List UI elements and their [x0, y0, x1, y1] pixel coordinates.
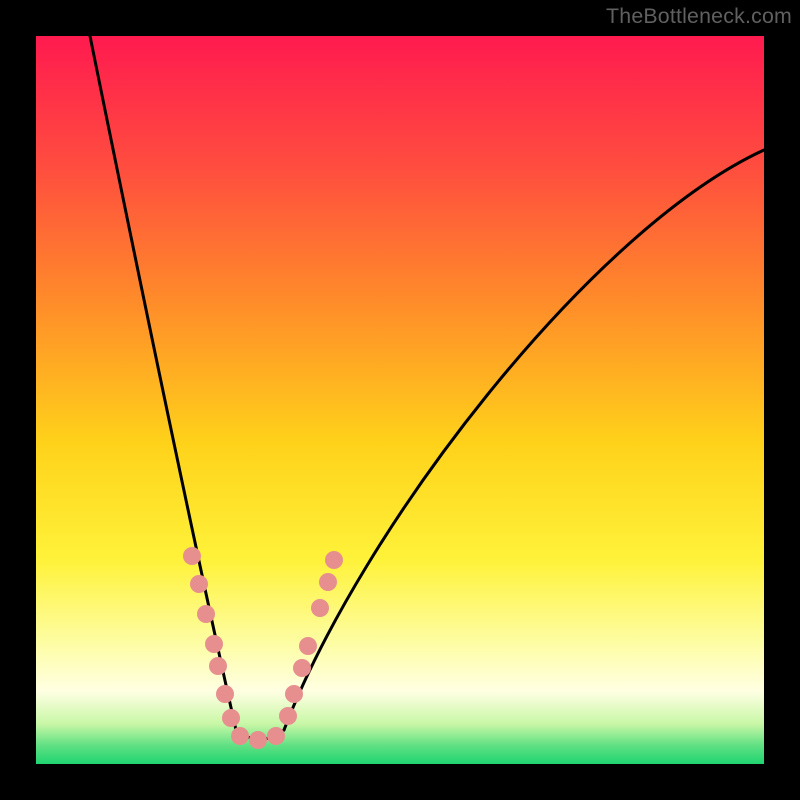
chart-stage: TheBottleneck.com	[0, 0, 800, 800]
data-marker	[311, 599, 329, 617]
data-marker	[267, 727, 285, 745]
chart-svg	[0, 0, 800, 800]
data-marker	[293, 659, 311, 677]
data-marker	[190, 575, 208, 593]
data-marker	[325, 551, 343, 569]
data-marker	[205, 635, 223, 653]
data-marker	[299, 637, 317, 655]
data-marker	[183, 547, 201, 565]
data-marker	[231, 727, 249, 745]
data-marker	[249, 731, 267, 749]
data-marker	[285, 685, 303, 703]
watermark-text: TheBottleneck.com	[606, 4, 792, 29]
data-marker	[279, 707, 297, 725]
data-marker	[197, 605, 215, 623]
data-marker	[222, 709, 240, 727]
data-marker	[319, 573, 337, 591]
data-marker	[216, 685, 234, 703]
data-marker	[209, 657, 227, 675]
plot-background	[36, 36, 764, 764]
